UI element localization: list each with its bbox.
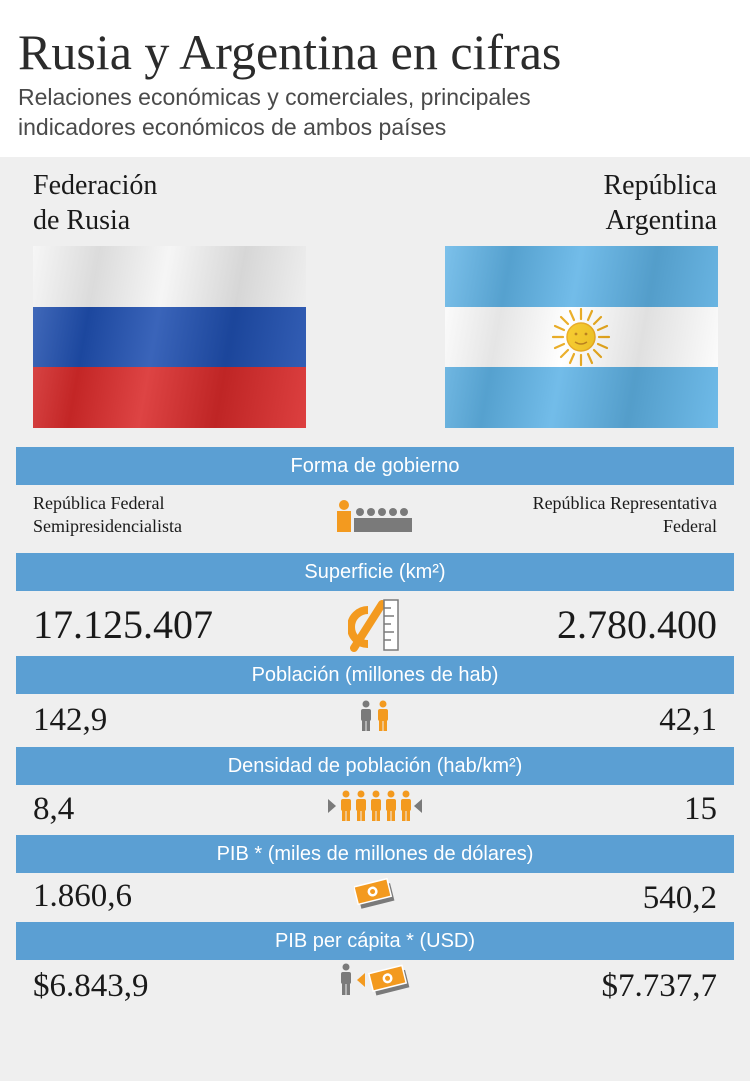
section-bar-poblacion: Población (millones de hab) <box>16 656 734 694</box>
section-bar-densidad: Densidad de población (hab/km²) <box>16 747 734 785</box>
russia-flag-white-stripe <box>33 246 306 307</box>
country-russia-line-1: Federación <box>33 170 158 201</box>
poblacion-russia-value: 142,9 <box>33 702 108 738</box>
superficie-argentina-value: 2.780.400 <box>557 602 717 647</box>
crowd-icon <box>328 790 422 821</box>
section-bar-pib-per-capita: PIB per cápita * (USD) <box>16 922 734 960</box>
russia-flag-red-stripe <box>33 367 306 428</box>
section-bar-forma-de-gobierno: Forma de gobierno <box>16 447 734 485</box>
section-bar-pib: PIB * (miles de millones de dólares) <box>16 835 734 873</box>
people-icon <box>361 700 388 731</box>
russia-flag <box>33 246 306 428</box>
country-argentina-line-1: República <box>603 170 717 201</box>
country-name-argentina: República Argentina <box>603 168 717 238</box>
subtitle-line-1: Relaciones económicas y comerciales, pri… <box>18 84 531 110</box>
russia-flag-blue-stripe <box>33 306 306 368</box>
pib-per-capita-russia-value: $6.843,9 <box>33 968 149 1004</box>
subtitle-line-2: indicadores económicos de ambos países <box>18 114 447 140</box>
parliament-icon <box>337 500 412 532</box>
section-bar-superficie: Superficie (km²) <box>16 553 734 591</box>
page-title: Rusia y Argentina en cifras <box>18 24 562 80</box>
argentina-flag <box>445 246 718 428</box>
person-money-icon <box>341 963 410 996</box>
pib-russia-value: 1.860,6 <box>33 878 132 914</box>
gobierno-russia: República Federal Semipresidencialista <box>33 492 182 538</box>
gobierno-russia-line-1: República Federal <box>33 493 165 513</box>
money-icon <box>354 877 395 909</box>
gobierno-argentina-line-1: República Representativa <box>532 493 717 513</box>
page-subtitle: Relaciones económicas y comerciales, pri… <box>18 82 738 142</box>
superficie-russia-value: 17.125.407 <box>33 602 213 647</box>
country-argentina-line-2: Argentina <box>605 205 717 236</box>
densidad-argentina-value: 15 <box>684 791 717 827</box>
pib-argentina-value: 540,2 <box>642 880 717 916</box>
gobierno-russia-line-2: Semipresidencialista <box>33 516 182 536</box>
sun-of-may-icon <box>551 307 611 367</box>
area-ruler-icon <box>348 599 399 652</box>
header: Rusia y Argentina en cifras Relaciones e… <box>0 0 750 157</box>
poblacion-argentina-value: 42,1 <box>659 702 717 738</box>
pib-per-capita-argentina-value: $7.737,7 <box>601 968 718 1004</box>
argentina-flag-bottom-stripe <box>445 367 718 428</box>
densidad-russia-value: 8,4 <box>33 791 75 827</box>
gobierno-argentina-line-2: Federal <box>663 516 717 536</box>
country-name-russia: Federación de Rusia <box>33 168 157 238</box>
gobierno-argentina: República Representativa Federal <box>533 492 717 538</box>
argentina-flag-top-stripe <box>445 246 718 307</box>
country-russia-line-2: de Rusia <box>33 205 131 236</box>
